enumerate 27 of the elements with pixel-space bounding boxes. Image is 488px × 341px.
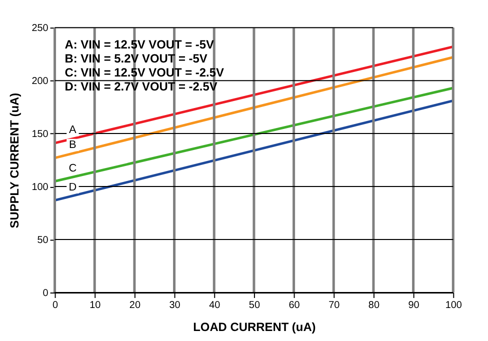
x-tick-label: 50 — [248, 300, 260, 311]
x-tick-label: 100 — [445, 300, 462, 311]
y-tick-label: 50 — [37, 235, 49, 246]
x-tick-label: 80 — [368, 300, 380, 311]
series-label: C — [68, 162, 77, 174]
y-tick-label: 0 — [42, 288, 49, 299]
y-axis-title: SUPPLY CURRENT (uA) — [8, 92, 22, 228]
y-tick-label: 200 — [32, 76, 49, 88]
series-label: D — [68, 181, 77, 194]
x-axis-title: LOAD CURRENT (uA) — [193, 320, 316, 334]
annotation: C: VIN = 12.5V VOUT = -2.5V — [64, 65, 224, 80]
y-tick-label: 100 — [32, 182, 49, 194]
x-tick-label: 60 — [288, 300, 300, 311]
annotation: A: VIN = 12.5V VOUT = -5V — [64, 38, 214, 52]
x-tick-label: 40 — [209, 300, 221, 311]
series-label: A — [69, 124, 78, 136]
series-label: B — [69, 138, 76, 151]
x-tick-label: 70 — [328, 300, 340, 311]
y-tick-label: 150 — [32, 129, 49, 140]
annotation: B: VIN = 5.2V VOUT = -5V — [64, 51, 208, 66]
x-tick-label: 90 — [408, 300, 420, 311]
x-tick-label: 20 — [129, 300, 141, 311]
annotation: D: VIN = 2.7V VOUT = -2.5V — [64, 79, 218, 94]
y-tick-label: 250 — [32, 23, 49, 34]
x-tick-label: 10 — [90, 300, 102, 311]
x-tick-label: 0 — [52, 300, 59, 311]
x-tick-label: 30 — [169, 300, 181, 311]
